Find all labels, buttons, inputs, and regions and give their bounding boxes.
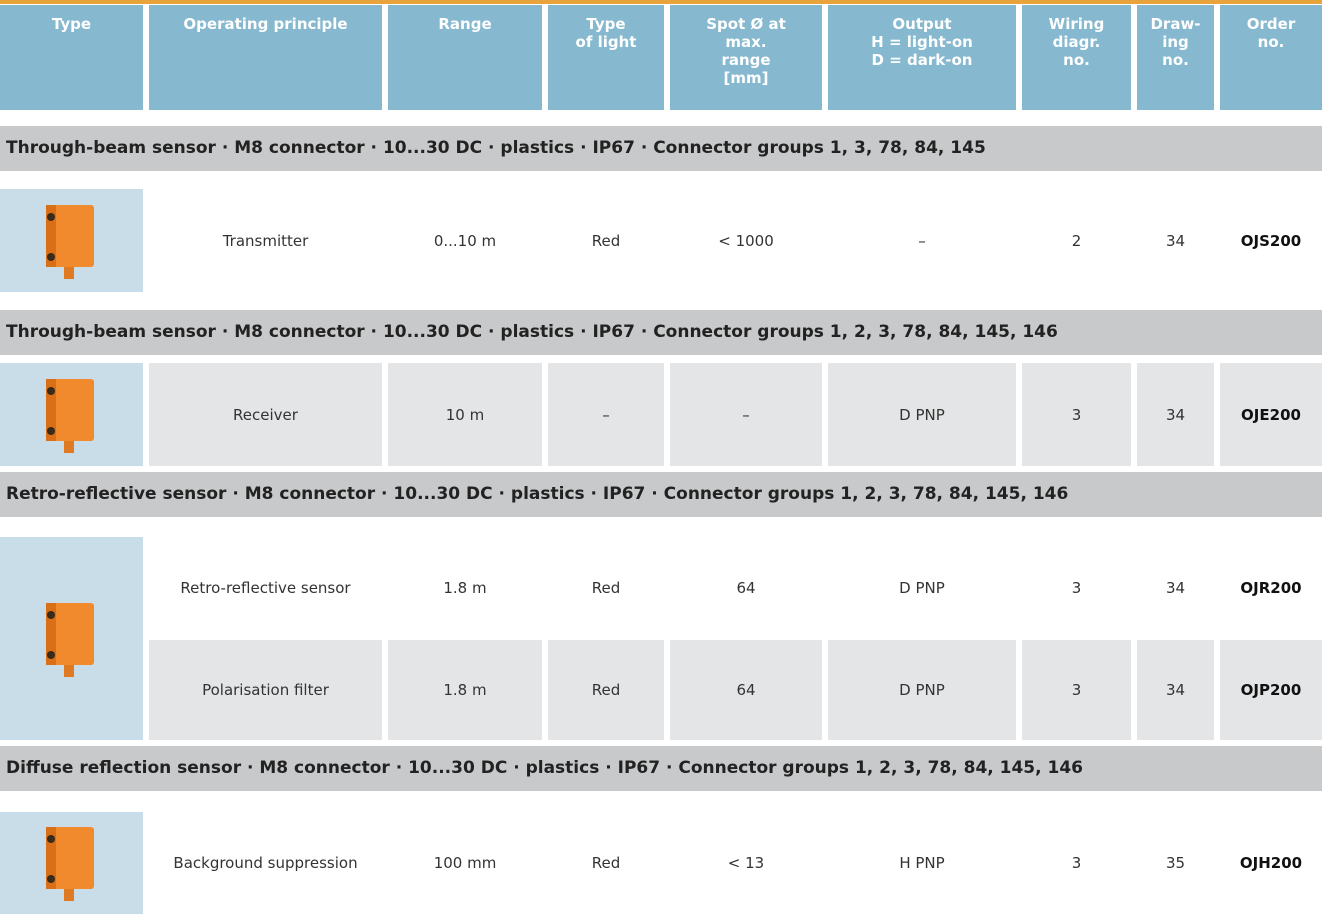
table-cell: 34 [1137, 640, 1214, 740]
table-cell: 3 [1071, 854, 1082, 872]
table-cell: – [918, 231, 926, 250]
table-cell: 10 m [388, 363, 542, 466]
header-cell: Type of light [548, 5, 664, 110]
sensor-image [45, 602, 94, 677]
table-cell: 2 [1071, 231, 1082, 250]
sensor-cell [0, 812, 143, 914]
header-cell: Draw- ing no. [1137, 5, 1214, 110]
order-number: OJR200 [1240, 578, 1302, 597]
table-cell: – [670, 363, 822, 466]
sensor-cell [0, 537, 143, 740]
table-cell: Red [591, 578, 621, 597]
table-cell: 34 [1165, 578, 1186, 597]
sensor-image [45, 204, 94, 279]
top-rule [0, 0, 1322, 4]
table-cell: 100 mm [433, 854, 497, 872]
table-cell: < 1000 [718, 231, 774, 250]
header-cell: Range [388, 5, 542, 110]
section-title: Diffuse reflection sensor · M8 connector… [0, 746, 1322, 791]
table-cell: Red [548, 640, 664, 740]
table-cell: 35 [1165, 854, 1186, 872]
table-cell: – [548, 363, 664, 466]
order-number: OJP200 [1220, 640, 1322, 740]
table-cell: < 13 [727, 854, 765, 872]
header-cell: Wiring diagr. no. [1022, 5, 1131, 110]
table-cell: Retro-reflective sensor [180, 578, 351, 597]
table-cell: Red [591, 231, 621, 250]
table-cell: 64 [736, 578, 756, 597]
table-cell: Background suppression [173, 854, 358, 872]
table-cell: Transmitter [222, 231, 309, 250]
table-cell: D PNP [899, 578, 945, 597]
header-cell: Order no. [1220, 5, 1322, 110]
table-cell: Polarisation filter [149, 640, 382, 740]
table-cell: Receiver [149, 363, 382, 466]
table-cell: 34 [1165, 231, 1186, 250]
table-cell: 0...10 m [433, 231, 497, 250]
table-cell: 34 [1137, 363, 1214, 466]
sensor-image [45, 378, 94, 453]
table-cell: H PNP [899, 854, 945, 872]
order-number: OJE200 [1220, 363, 1322, 466]
table-cell: D PNP [828, 363, 1016, 466]
section-title: Through-beam sensor · M8 connector · 10.… [0, 310, 1322, 355]
sensor-cell [0, 363, 143, 466]
section-title: Through-beam sensor · M8 connector · 10.… [0, 126, 1322, 171]
header-cell: Type [0, 5, 143, 110]
table-cell: 1.8 m [443, 578, 487, 597]
order-number: OJS200 [1240, 231, 1302, 250]
sensor-image [45, 827, 94, 901]
header-cell: Output H = light-on D = dark-on [828, 5, 1016, 110]
section-title: Retro-reflective sensor · M8 connector ·… [0, 472, 1322, 517]
table-cell: 3 [1022, 640, 1131, 740]
header-cell: Spot Ø at max. range [mm] [670, 5, 822, 110]
table-cell: 3 [1022, 363, 1131, 466]
table-cell: 1.8 m [388, 640, 542, 740]
table-cell: D PNP [828, 640, 1016, 740]
table-cell: 3 [1071, 578, 1082, 597]
table-cell: Red [591, 854, 621, 872]
order-number: OJH200 [1239, 854, 1303, 872]
header-cell: Operating principle [149, 5, 382, 110]
sensor-cell [0, 189, 143, 292]
table-cell: 64 [670, 640, 822, 740]
